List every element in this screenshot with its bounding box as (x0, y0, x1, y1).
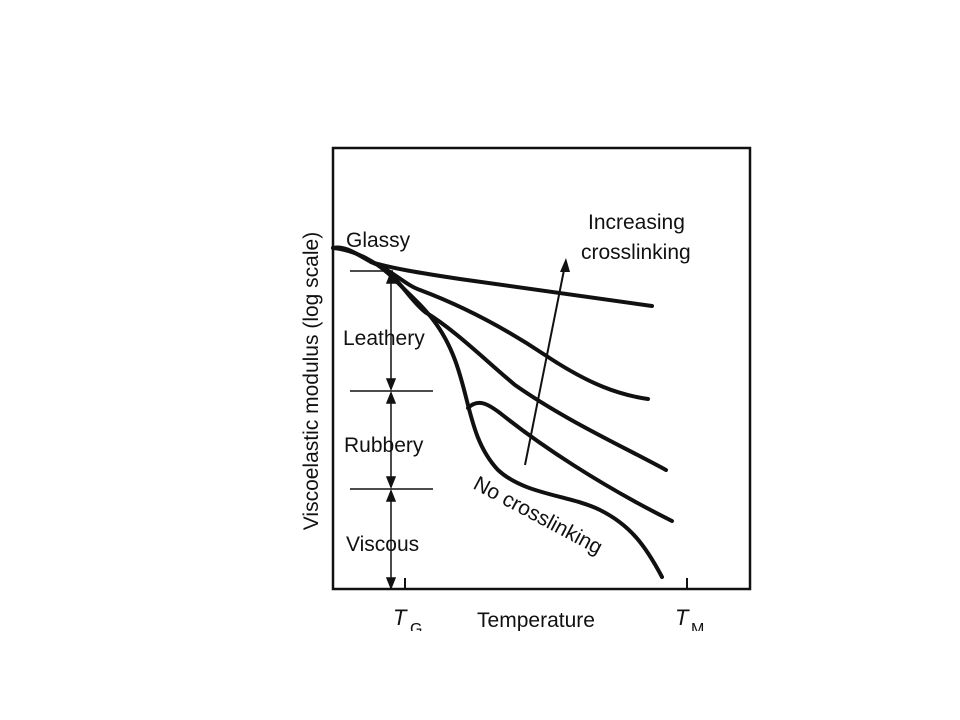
no-crosslinking-label: No crosslinking (470, 472, 607, 559)
tg-label: T (393, 605, 408, 630)
increasing-label-line2: crosslinking (581, 241, 691, 264)
tm-label: T (675, 605, 690, 630)
viscous-label: Viscous (346, 533, 419, 556)
y-axis-title: Viscoelastic modulus (log scale) (300, 232, 323, 530)
tm-letter: T (675, 605, 690, 630)
bottom-crop-mask (330, 631, 760, 643)
x-axis-title: Temperature (477, 609, 595, 632)
tg-letter: T (393, 605, 408, 630)
leathery-label: Leathery (343, 327, 425, 350)
plot-frame (331, 146, 752, 591)
curve-low-crosslinking (466, 400, 674, 523)
rubbery-label: Rubbery (344, 434, 424, 457)
increasing-label-line1: Increasing (588, 211, 685, 234)
increasing-crosslinking-arrow (524, 258, 570, 466)
curve-high-crosslinking (369, 260, 650, 401)
glassy-label: Glassy (346, 229, 411, 252)
region-extent-arrows (385, 270, 397, 591)
curve-no-crosslinking (331, 246, 664, 579)
modulus-curves (331, 245, 674, 579)
